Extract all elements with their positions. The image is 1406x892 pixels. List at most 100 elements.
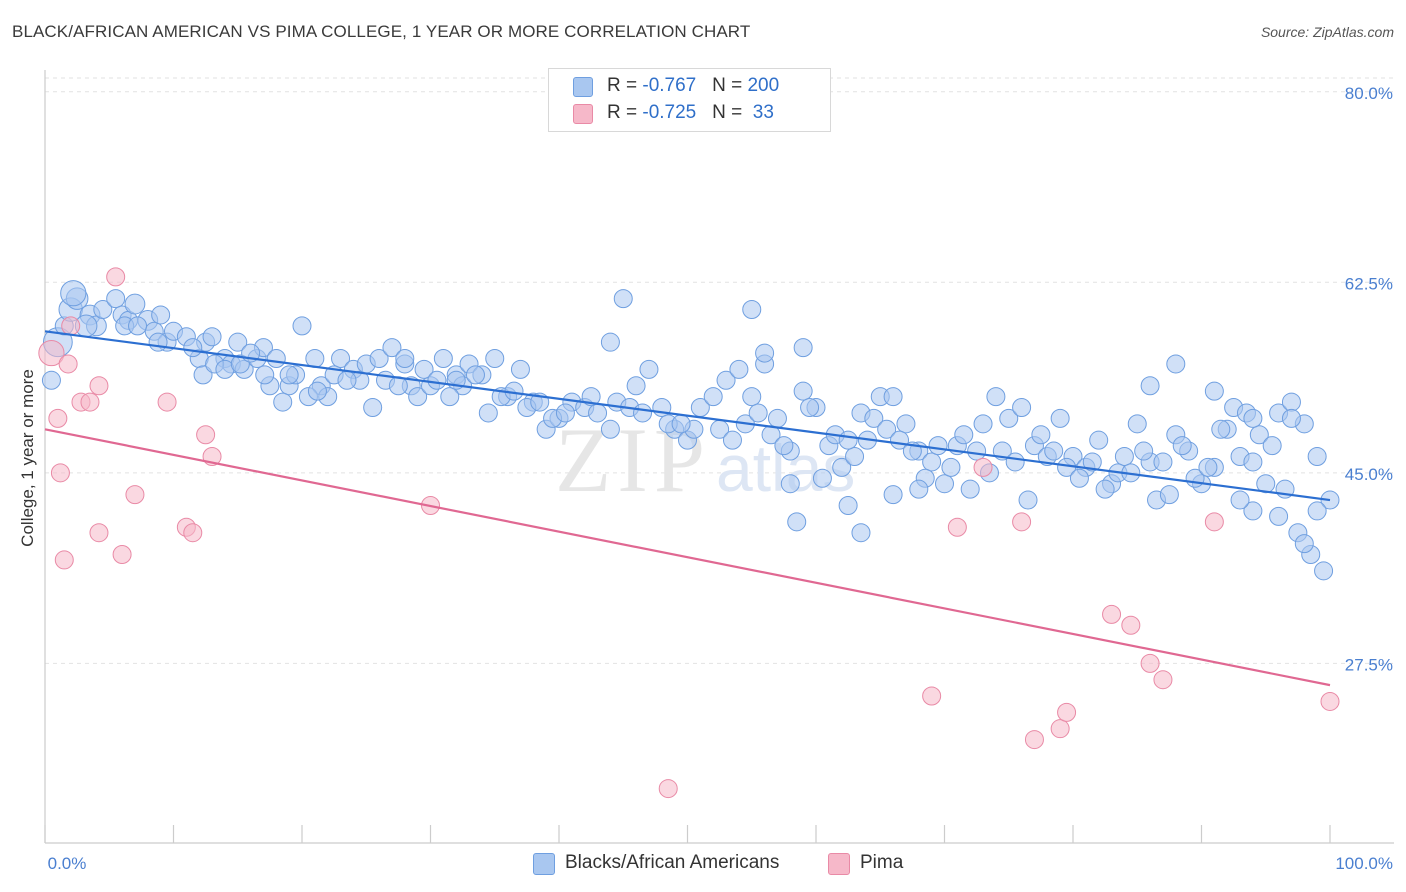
blacks-point (1269, 506, 1289, 526)
blacks-point (555, 403, 575, 423)
blacks-point (1230, 490, 1250, 510)
blacks-point (255, 365, 275, 385)
pima-point (48, 408, 68, 428)
pima-point (1024, 730, 1044, 750)
legend-n-value: 33 (747, 102, 774, 123)
blacks-point (600, 332, 620, 352)
blacks-point (1314, 561, 1334, 581)
pima-point (1102, 604, 1122, 624)
blacks-point (716, 370, 736, 390)
blacks-point (1166, 354, 1186, 374)
blacks-point (960, 479, 980, 499)
pima-point (1140, 653, 1160, 673)
blacks-point (106, 289, 126, 309)
blacks-point (193, 365, 213, 385)
legend-r-value: -0.725 (642, 102, 697, 123)
blacks-point (41, 370, 61, 390)
pima-point (50, 463, 70, 483)
blacks-point (935, 474, 954, 494)
pima-point (89, 376, 109, 396)
blacks-point (337, 370, 357, 390)
blacks-point (954, 425, 974, 445)
blacks-point (292, 316, 312, 336)
blacks-point (973, 414, 993, 434)
blacks-point (600, 419, 620, 439)
pima-point (106, 267, 126, 287)
blacks-point (202, 327, 222, 347)
blacks-point (613, 289, 633, 309)
blacks-point (1095, 479, 1115, 499)
blacks-point (928, 436, 948, 456)
blacks-point (883, 485, 903, 505)
pima-point (1204, 512, 1224, 532)
blacks-point (742, 300, 762, 320)
pima-point (1153, 670, 1173, 690)
blacks-point (440, 387, 460, 407)
blacks-point (273, 392, 293, 412)
blacks-point (832, 457, 852, 477)
blacks-point (639, 359, 659, 379)
pima-point (1057, 702, 1077, 722)
blacks-point (1198, 457, 1218, 477)
blacks-point (633, 403, 653, 423)
blacks-point (793, 338, 813, 358)
blacks-point (151, 305, 171, 325)
blacks-point (1294, 534, 1314, 554)
legend-row-blacks: R = -0.767 N = 200 (573, 75, 779, 99)
blacks-point (1211, 419, 1231, 439)
blacks-point (279, 365, 299, 385)
legend-swatch-blue (573, 77, 593, 97)
y-tick-label: 27.5% (1345, 655, 1393, 674)
blacks-point (1281, 408, 1301, 428)
blacks-point (838, 495, 858, 515)
blacks-point (729, 359, 749, 379)
blacks-point (414, 359, 434, 379)
blacks-point (1114, 447, 1134, 466)
blacks-point (93, 300, 113, 320)
blacks-point (812, 468, 832, 488)
pima-point (947, 517, 967, 537)
blacks-point (148, 332, 168, 352)
pima-point (112, 544, 132, 564)
blacks-point (1307, 447, 1327, 466)
blacks-point (1281, 392, 1301, 412)
blacks-point (363, 398, 383, 418)
blacks-point (485, 349, 505, 369)
blacks-point (395, 349, 415, 369)
blacks-point (1153, 452, 1173, 472)
pima-point (658, 779, 678, 799)
blacks-point (800, 398, 820, 418)
blacks-point (307, 381, 327, 401)
blacks-point (941, 457, 961, 477)
pima-point (183, 523, 203, 543)
blacks-point (883, 387, 903, 407)
blacks-point (1134, 441, 1154, 461)
x-tick-label: 0.0% (48, 854, 87, 873)
axis-labels: College, 1 year or more 27.5% 45.0% 62.5% 8… (18, 84, 1393, 873)
blacks-point (183, 338, 203, 358)
blacks-point (909, 479, 929, 499)
legend-n-value: 200 (747, 75, 780, 96)
pima-point (1012, 512, 1032, 532)
bottom-legend-label: Blacks/African Americans (565, 852, 780, 873)
pima-trend-line (44, 428, 1331, 687)
blacks-point (433, 349, 453, 369)
blacks-point (1050, 408, 1070, 428)
blacks-point (1044, 441, 1064, 461)
blacks-point (877, 419, 897, 439)
blacks-point (851, 523, 871, 543)
blacks-point (1172, 436, 1192, 456)
bottom-legend-swatch-blue (533, 853, 555, 875)
blacks-trend-line (44, 330, 1331, 502)
blacks-point (1159, 485, 1179, 505)
blacks-point (1018, 490, 1038, 510)
pima-point (196, 425, 216, 445)
pima-point (54, 550, 74, 570)
y-axis-label: College, 1 year or more (18, 369, 37, 547)
blacks-point (722, 430, 742, 450)
blacks-point (774, 436, 794, 456)
chart-title: BLACK/AFRICAN AMERICAN VS PIMA COLLEGE, … (12, 22, 751, 41)
blacks-point (1249, 425, 1269, 445)
blacks-point (748, 403, 768, 423)
pima-point (157, 392, 177, 412)
